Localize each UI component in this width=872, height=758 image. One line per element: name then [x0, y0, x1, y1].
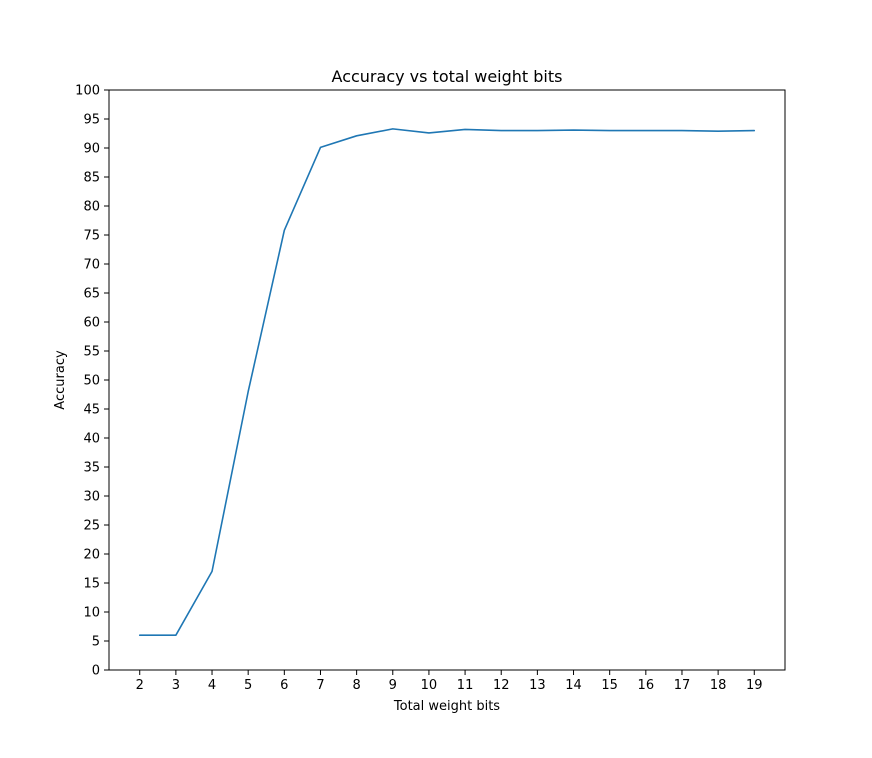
y-tick-label: 15	[83, 577, 100, 592]
x-axis-label: Total weight bits	[393, 699, 500, 714]
y-tick-label: 90	[83, 142, 100, 157]
y-tick-label: 65	[83, 287, 100, 302]
y-tick-label: 40	[83, 432, 100, 447]
x-tick-label: 5	[244, 678, 252, 693]
y-tick-label: 45	[83, 403, 100, 418]
x-axis: 2 3 4 5 6 7 8 9 10 11 12 13 14 15 16 17 18 19	[136, 670, 763, 693]
y-axis: 0 5 10 15 20 25 30 35 40 45 50 55 60 65 70 75 80 85 90 95 10…	[75, 84, 109, 679]
y-tick-label: 95	[83, 113, 100, 128]
y-tick-label: 55	[83, 345, 100, 360]
x-tick-label: 10	[421, 678, 438, 693]
y-tick-label: 60	[83, 316, 100, 331]
y-tick-label: 20	[83, 548, 100, 563]
x-tick-label: 11	[457, 678, 474, 693]
x-tick-label: 14	[565, 678, 582, 693]
x-tick-label: 16	[638, 678, 655, 693]
x-tick-label: 6	[280, 678, 288, 693]
x-tick-label: 9	[389, 678, 397, 693]
y-tick-label: 10	[83, 606, 100, 621]
x-tick-label: 3	[172, 678, 180, 693]
y-tick-label: 25	[83, 519, 100, 534]
y-tick-label: 50	[83, 374, 100, 389]
series-line	[138, 128, 756, 637]
x-tick-label: 12	[493, 678, 510, 693]
x-tick-label: 17	[674, 678, 691, 693]
x-tick-label: 19	[746, 678, 763, 693]
y-tick-label: 35	[83, 461, 100, 476]
y-axis-label: Accuracy	[53, 350, 68, 410]
x-tick-label: 15	[601, 678, 618, 693]
x-tick-label: 18	[710, 678, 727, 693]
y-tick-label: 0	[92, 664, 100, 679]
x-tick-label: 7	[316, 678, 324, 693]
y-tick-label: 30	[83, 490, 100, 505]
x-tick-label: 8	[352, 678, 360, 693]
x-tick-label: 13	[529, 678, 546, 693]
x-tick-label: 2	[136, 678, 144, 693]
x-tick-label: 4	[208, 678, 216, 693]
y-tick-label: 70	[83, 258, 100, 273]
chart-title: Accuracy vs total weight bits	[332, 67, 563, 86]
y-tick-label: 85	[83, 171, 100, 186]
plot-area	[108, 89, 786, 671]
y-tick-label: 80	[83, 200, 100, 215]
y-tick-label: 100	[75, 84, 100, 99]
y-tick-label: 75	[83, 229, 100, 244]
y-tick-label: 5	[92, 635, 100, 650]
series-layer	[138, 128, 756, 637]
